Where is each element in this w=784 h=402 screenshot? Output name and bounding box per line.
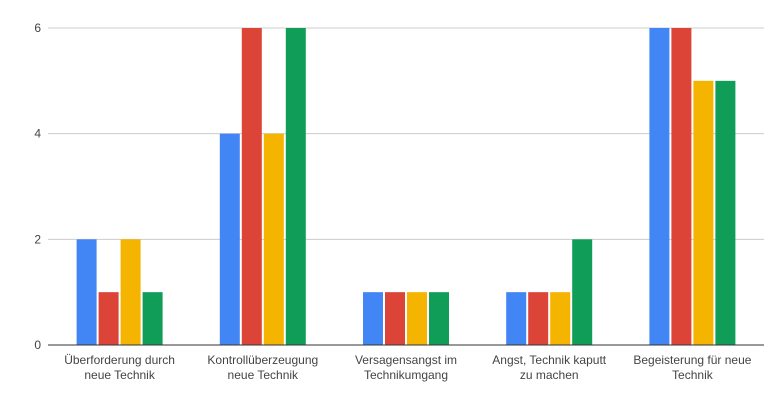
y-tick-label: 4 bbox=[34, 127, 41, 141]
bar bbox=[715, 80, 736, 345]
bar bbox=[693, 80, 714, 345]
bar bbox=[363, 292, 383, 345]
bar bbox=[429, 292, 449, 345]
bars-layer bbox=[76, 28, 736, 345]
bar bbox=[76, 239, 97, 345]
bar bbox=[98, 292, 119, 345]
bar bbox=[219, 133, 240, 345]
grid-layer bbox=[48, 27, 764, 240]
y-tick-label: 0 bbox=[34, 338, 41, 352]
x-category-label-line: Überforderung durch bbox=[64, 353, 175, 367]
bar bbox=[550, 292, 571, 345]
bar bbox=[385, 292, 405, 345]
bar bbox=[285, 28, 306, 345]
bar bbox=[263, 133, 284, 345]
bar bbox=[142, 292, 163, 345]
x-category-label-line: Technikumgang bbox=[364, 368, 448, 382]
x-category-label: Kontrollüberzeugung neue Technik bbox=[207, 353, 318, 382]
bar bbox=[407, 292, 427, 345]
bar bbox=[649, 28, 670, 345]
bar bbox=[528, 292, 549, 345]
x-category-label-line: neue Technik bbox=[84, 368, 156, 382]
bar bbox=[120, 239, 141, 345]
x-category-label: Begeisterung für neue Technik bbox=[633, 353, 751, 382]
x-category-label: Angst, Technik kaputt zu machen bbox=[492, 353, 607, 382]
x-category-label-line: neue Technik bbox=[228, 368, 300, 382]
y-tick-label: 2 bbox=[34, 232, 41, 246]
x-category-label-line: Kontrollüberzeugung bbox=[207, 353, 318, 367]
x-category-label-line: Technik bbox=[672, 368, 714, 382]
bar bbox=[572, 239, 593, 345]
y-tick-label: 6 bbox=[34, 21, 41, 35]
x-category-label: Überforderung durch neue Technik bbox=[64, 353, 175, 382]
x-category-label-line: Angst, Technik kaputt bbox=[492, 353, 607, 367]
x-category-label-line: Begeisterung für neue bbox=[633, 353, 751, 367]
x-category-label-line: Versagensangst im bbox=[355, 353, 457, 367]
x-category-label-line: zu machen bbox=[520, 368, 579, 382]
bar bbox=[241, 28, 262, 345]
bar bbox=[506, 292, 527, 345]
x-category-label: Versagensangst im Technikumgang bbox=[355, 353, 457, 382]
bar bbox=[671, 28, 692, 345]
